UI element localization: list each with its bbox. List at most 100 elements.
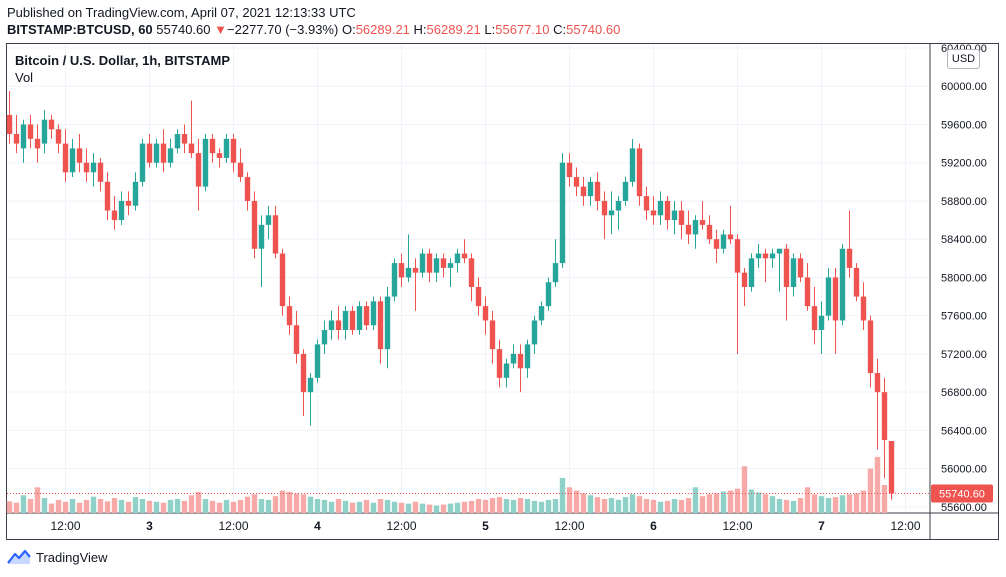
candle-body (426, 253, 433, 273)
candle-body (307, 377, 314, 393)
volume-bar (286, 491, 293, 513)
candle-body (594, 181, 601, 201)
footer-brand: TradingView (36, 549, 108, 565)
volume-bar (468, 500, 475, 513)
volume-bar (419, 503, 426, 513)
volume-bar (433, 505, 440, 513)
high-value: 56289.21 (426, 22, 481, 37)
candle-body (27, 124, 34, 139)
candle-body (489, 320, 496, 350)
symbol-label: BITSTAMP:BTCUSD, 60 (7, 22, 153, 37)
candle-body (825, 277, 832, 316)
volume-bar (811, 494, 818, 513)
candle-body (6, 114, 13, 135)
volume-bar (6, 501, 13, 513)
candle-body (776, 248, 783, 254)
volume-bar (475, 498, 482, 513)
candle-body (643, 196, 650, 211)
volume-bar (692, 487, 699, 513)
volume-bar (139, 498, 146, 513)
candle-body (370, 301, 377, 326)
time-tick-label: 12:00 (50, 519, 80, 533)
candle-body (209, 138, 216, 154)
volume-bar (790, 500, 797, 513)
candle-body (216, 153, 223, 158)
volume-bar (615, 499, 622, 513)
candle-body (405, 267, 412, 278)
volume-bar (272, 496, 279, 513)
volume-bar (783, 499, 790, 513)
volume-bar (846, 494, 853, 513)
volume-bar (622, 497, 629, 513)
volume-bar (370, 502, 377, 513)
volume-bar (608, 498, 615, 513)
volume-bar (699, 496, 706, 513)
time-tick-label: 12:00 (890, 519, 920, 533)
volume-bar (111, 498, 118, 513)
volume-bar (300, 494, 307, 513)
volume-bar (27, 498, 34, 513)
volume-bar (839, 495, 846, 513)
candle-body (860, 296, 867, 321)
volume-bar (524, 498, 531, 513)
candle-body (265, 215, 272, 225)
volume-bar (174, 498, 181, 513)
volume-bar (342, 500, 349, 513)
volume-bar (160, 502, 167, 513)
volume-bar (650, 499, 657, 513)
volume-bar (384, 499, 391, 513)
volume-bar (223, 499, 230, 513)
volume-bar (391, 501, 398, 513)
volume-bar (440, 504, 447, 513)
candle-body (531, 320, 538, 345)
volume-bar (314, 498, 321, 513)
candle-body (118, 200, 125, 221)
close-label: C: (553, 22, 567, 37)
volume-bar (454, 502, 461, 513)
volume-bar (412, 501, 419, 513)
candle-body (622, 181, 629, 201)
candle-body (230, 138, 237, 163)
time-tick-label: 12:00 (386, 519, 416, 533)
candle-body (62, 143, 69, 173)
volume-bar (881, 484, 888, 513)
volume-bar (76, 502, 83, 513)
volume-bar (377, 498, 384, 513)
volume-bar (832, 497, 839, 513)
volume-bar (517, 498, 524, 513)
volume-bar (727, 490, 734, 513)
candle-body (629, 148, 636, 182)
candle-body (104, 181, 111, 211)
time-tick-label: 7 (818, 519, 825, 533)
open-label: O: (341, 22, 356, 37)
candle-body (636, 148, 643, 197)
price-tick-label: 55600.00 (941, 502, 987, 514)
candle-body (888, 440, 895, 494)
volume-bar (230, 501, 237, 513)
candle-body (195, 153, 202, 187)
volume-bar (510, 499, 517, 513)
volume-bar (496, 497, 503, 513)
candle-body (314, 344, 321, 378)
volume-bar (41, 498, 48, 513)
candle-body (692, 220, 699, 235)
candle-body (363, 306, 370, 326)
price-tick-label: 56400.00 (941, 425, 987, 437)
footer: TradingView (7, 549, 108, 565)
currency-button[interactable]: USD (947, 49, 980, 69)
candle-body (398, 263, 405, 278)
candle-body (762, 253, 769, 259)
volume-bar (181, 500, 188, 513)
candle-body (685, 224, 692, 235)
candle-body (153, 143, 160, 163)
volume-bar (447, 503, 454, 513)
volume-bar (69, 498, 76, 513)
candle-body (559, 162, 566, 264)
candle-body (34, 138, 41, 149)
volume-bar (601, 498, 608, 513)
last-price-tag-label: 55740.60 (939, 488, 985, 500)
time-tick-label: 3 (146, 519, 153, 533)
price-tick-label: 59200.00 (941, 158, 987, 170)
candle-body (55, 129, 62, 144)
